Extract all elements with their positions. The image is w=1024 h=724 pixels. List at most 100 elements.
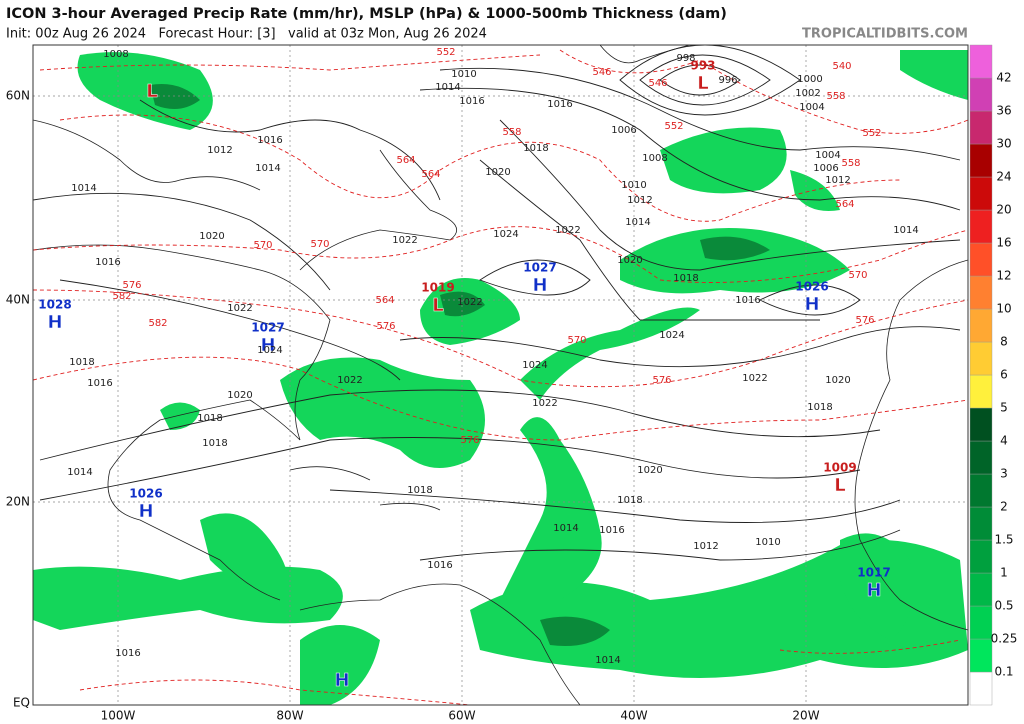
thickness-label: 582 — [148, 318, 167, 329]
colorbar-label: 0.1 — [994, 665, 1013, 679]
center-value: 1028 — [38, 298, 71, 312]
isobar-label: 1022 — [555, 225, 580, 236]
thickness-label: 576 — [855, 315, 874, 326]
thickness-label: 576 — [460, 435, 479, 446]
longitude-label: 40W — [620, 709, 647, 723]
isobar-label: 1014 — [435, 82, 460, 93]
colorbar-label: 0.25 — [991, 632, 1018, 646]
graticule — [33, 45, 968, 705]
thickness-label: 582 — [112, 291, 131, 302]
colorbar-label: 16 — [996, 236, 1011, 250]
colorbar-box — [969, 407, 993, 442]
isobar-label: 1022 — [532, 398, 557, 409]
isobar-label: 1020 — [637, 465, 662, 476]
isobar-label: 1012 — [627, 195, 652, 206]
isobar-label: 1020 — [199, 231, 224, 242]
thickness-lines — [33, 49, 968, 705]
latitude-label: 40N — [6, 293, 30, 307]
center-letter: H — [866, 580, 881, 601]
latitude-label: EQ — [13, 696, 30, 710]
center-letter: L — [146, 81, 157, 102]
center-letter: H — [334, 670, 349, 691]
isobar-label: 1018 — [407, 485, 432, 496]
isobar-label: 1018 — [807, 402, 832, 413]
isobar-label: 1014 — [553, 523, 578, 534]
thickness-label: 564 — [375, 295, 394, 306]
center-letter: L — [432, 295, 443, 316]
isobar-label: 1012 — [207, 145, 232, 156]
isobar-label: 1022 — [337, 375, 362, 386]
isobar-label: 1014 — [67, 467, 92, 478]
colorbar-box — [969, 341, 993, 376]
colorbar-box — [969, 572, 993, 607]
isobar-label: 1004 — [799, 102, 824, 113]
center-letter: H — [532, 275, 547, 296]
center-letter: H — [47, 312, 62, 333]
thickness-label: 564 — [421, 169, 440, 180]
isobar-label: 1024 — [522, 360, 547, 371]
isobar-label: 1004 — [815, 150, 840, 161]
isobar-label: 1012 — [825, 175, 850, 186]
isobar-label: 1010 — [755, 537, 780, 548]
isobar-label: 1022 — [392, 235, 417, 246]
thickness-label: 570 — [848, 270, 867, 281]
isobar-label: 1024 — [257, 345, 282, 356]
thickness-label: 558 — [502, 127, 521, 138]
thickness-label: 576 — [376, 321, 395, 332]
center-letter: L — [834, 475, 845, 496]
center-letter: L — [697, 73, 708, 94]
isobar-label: 1020 — [227, 390, 252, 401]
isobar-label: 1016 — [735, 295, 760, 306]
isobar-label: 1018 — [69, 357, 94, 368]
colorbar-box — [969, 44, 993, 79]
isobar-label: 1016 — [95, 257, 120, 268]
colorbar-label: 4 — [1000, 434, 1008, 448]
isobar-label: 1016 — [115, 648, 140, 659]
center-value: 1026 — [795, 280, 828, 294]
center-value: 1009 — [823, 461, 856, 475]
isobar-label: 1016 — [87, 378, 112, 389]
thickness-label: 576 — [122, 280, 141, 291]
map-frame — [32, 44, 969, 706]
thickness-label: 552 — [664, 121, 683, 132]
isobar-label: 1018 — [202, 438, 227, 449]
colorbar-label: 5 — [1000, 401, 1008, 415]
isobar-label: 1016 — [257, 135, 282, 146]
site-credit: TROPICALTIDBITS.COM — [802, 27, 968, 42]
isobar-label: 1014 — [625, 217, 650, 228]
thickness-label: 570 — [253, 240, 272, 251]
longitude-label: 100W — [101, 709, 136, 723]
precip — [33, 50, 968, 705]
thickness-label: 564 — [396, 155, 415, 166]
isobar-label: 1024 — [659, 330, 684, 341]
isobar-label: 1002 — [795, 88, 820, 99]
colorbar-box — [969, 539, 993, 574]
colorbar-box — [969, 638, 993, 673]
thickness-label: 570 — [567, 335, 586, 346]
isobar-label: 1016 — [547, 99, 572, 110]
center-value: 1027 — [251, 321, 284, 335]
colorbar-box — [969, 605, 993, 640]
colorbar-box — [969, 77, 993, 112]
thickness-label: 552 — [862, 128, 881, 139]
isobar-label: 1016 — [599, 525, 624, 536]
thickness-label: 540 — [832, 61, 851, 72]
isobar-label: 1022 — [742, 373, 767, 384]
colorbar-label: 36 — [996, 104, 1011, 118]
center-value: 1019 — [421, 281, 454, 295]
colorbar-box — [969, 308, 993, 343]
isobar-label: 1022 — [457, 297, 482, 308]
isobar-label: 1014 — [893, 225, 918, 236]
thickness-label: 558 — [826, 91, 845, 102]
center-value: 1027 — [523, 261, 556, 275]
isobar-label: 1018 — [673, 273, 698, 284]
isobar-label: 1016 — [459, 96, 484, 107]
colorbar-box — [969, 176, 993, 211]
thickness-label: 558 — [841, 158, 860, 169]
colorbar-label: 20 — [996, 203, 1011, 217]
center-letter: H — [138, 501, 153, 522]
isobar-label: 1006 — [611, 125, 636, 136]
thickness-label: 570 — [310, 239, 329, 250]
isobar-label: 1010 — [451, 69, 476, 80]
